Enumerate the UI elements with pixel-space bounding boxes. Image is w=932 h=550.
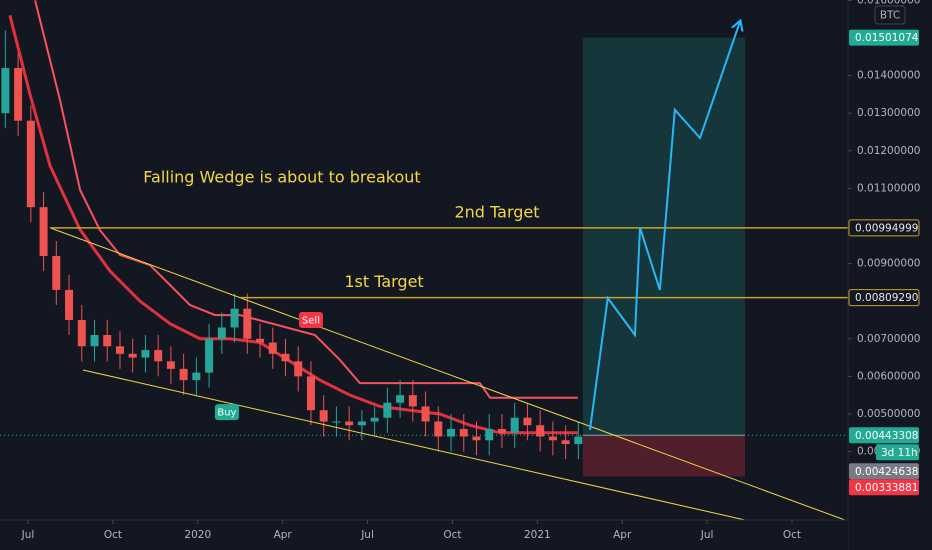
symbol-badge xyxy=(874,5,906,25)
y-tick-label: 0.00700000 xyxy=(857,333,920,345)
candle-body xyxy=(447,429,456,437)
candle-body xyxy=(90,335,99,347)
x-tick-label: Apr xyxy=(274,529,293,541)
indicator-line xyxy=(34,0,578,399)
price-tag-label: 0.01501074 xyxy=(855,32,919,44)
candle-body xyxy=(115,346,124,354)
target-label: 2nd Target xyxy=(454,202,539,221)
price-tag-label: 0.00424638 xyxy=(855,466,918,478)
candle-body xyxy=(14,68,23,121)
trendline xyxy=(82,369,746,520)
candle-body xyxy=(26,120,35,208)
candle-body xyxy=(548,436,557,441)
x-tick-label: 2020 xyxy=(184,529,211,541)
candle-body xyxy=(536,425,545,437)
price-tag xyxy=(849,427,919,444)
countdown-tag xyxy=(876,444,919,461)
candle-body xyxy=(154,350,163,362)
price-tag xyxy=(849,479,919,496)
candle-body xyxy=(243,308,252,339)
signal-label: Sell xyxy=(302,315,320,326)
time-axis xyxy=(0,520,848,550)
price-tag-label: 0.00443308 xyxy=(855,430,918,442)
target-label: 1st Target xyxy=(344,272,423,291)
candle-body xyxy=(77,319,86,347)
price-tag xyxy=(849,463,919,480)
y-tick-label: 0.01100000 xyxy=(857,182,920,194)
candle-body xyxy=(103,335,112,347)
candle-body xyxy=(256,338,265,343)
symbol: BTC xyxy=(880,10,900,22)
candle-body xyxy=(128,353,137,358)
x-tick-label: 2021 xyxy=(524,529,551,541)
stop-zone xyxy=(582,435,746,477)
signal-badge xyxy=(214,404,239,421)
candle-body xyxy=(574,436,583,445)
price-tag-label: 0.00333881 xyxy=(855,482,918,494)
candle-body xyxy=(396,395,405,403)
candle-body xyxy=(230,308,239,328)
candle-body xyxy=(421,406,430,422)
candle-body xyxy=(166,361,175,369)
candle-body xyxy=(357,421,366,426)
candle-body xyxy=(268,342,277,354)
candle-body xyxy=(383,402,392,418)
x-tick-label: Oct xyxy=(783,529,801,541)
price-tag xyxy=(848,219,920,237)
candle-body xyxy=(332,421,341,423)
signal-badge xyxy=(298,311,323,328)
y-tick-label: 0.00500000 xyxy=(857,408,920,420)
candle-body xyxy=(459,429,468,437)
candle-body xyxy=(281,353,290,362)
price-tag xyxy=(849,29,919,46)
trendline xyxy=(49,227,846,520)
candle-body xyxy=(294,361,303,377)
candle-body xyxy=(370,417,379,422)
candle-body xyxy=(141,350,150,358)
x-tick-label: Jul xyxy=(700,529,714,541)
price-tag-label: 0.00994999 xyxy=(855,222,918,234)
plot-area xyxy=(0,0,848,520)
price-tag-label: 0.00809290 xyxy=(855,292,918,304)
candle-body xyxy=(52,256,61,290)
y-tick-label: 0.01400000 xyxy=(857,70,920,82)
candle-body xyxy=(39,207,48,257)
candle-body xyxy=(485,429,494,441)
candle-body xyxy=(434,421,443,437)
candle-body xyxy=(65,289,74,320)
candle-body xyxy=(497,429,506,433)
x-tick-label: Jul xyxy=(21,529,35,541)
x-tick-label: Oct xyxy=(443,529,461,541)
candle-body xyxy=(345,421,354,426)
candle-body xyxy=(217,327,226,339)
projection-path xyxy=(588,22,740,431)
x-tick-label: Jul xyxy=(360,529,374,541)
candle-body xyxy=(205,338,214,373)
y-tick-label: 0.00600000 xyxy=(857,370,920,382)
annotation: Falling Wedge is about to breakout xyxy=(143,168,420,187)
candle-body xyxy=(408,395,417,407)
candle-body xyxy=(319,410,328,422)
candle-body xyxy=(472,436,481,441)
x-tick-label: Oct xyxy=(104,529,122,541)
price-tag xyxy=(848,289,920,307)
y-tick-label: 0.00900000 xyxy=(857,258,920,270)
countdown-label: 3d 11h xyxy=(881,447,918,459)
candle-body xyxy=(523,417,532,426)
candle-body xyxy=(561,440,570,445)
candle-body xyxy=(179,368,188,381)
candle-body xyxy=(1,68,10,114)
axes: 0.01600000 0.01400000 0.01300000 0.01200000… xyxy=(21,0,920,541)
y-tick-label: 0.01200000 xyxy=(857,145,920,157)
signal-label: Buy xyxy=(217,408,236,419)
y-tick-label: 0.01300000 xyxy=(857,107,920,119)
candle-body xyxy=(192,372,201,381)
candle-body xyxy=(306,376,315,411)
x-tick-label: Apr xyxy=(613,529,632,541)
y-tick-label: 0.01600000 xyxy=(857,0,920,6)
candle-body xyxy=(510,417,519,433)
